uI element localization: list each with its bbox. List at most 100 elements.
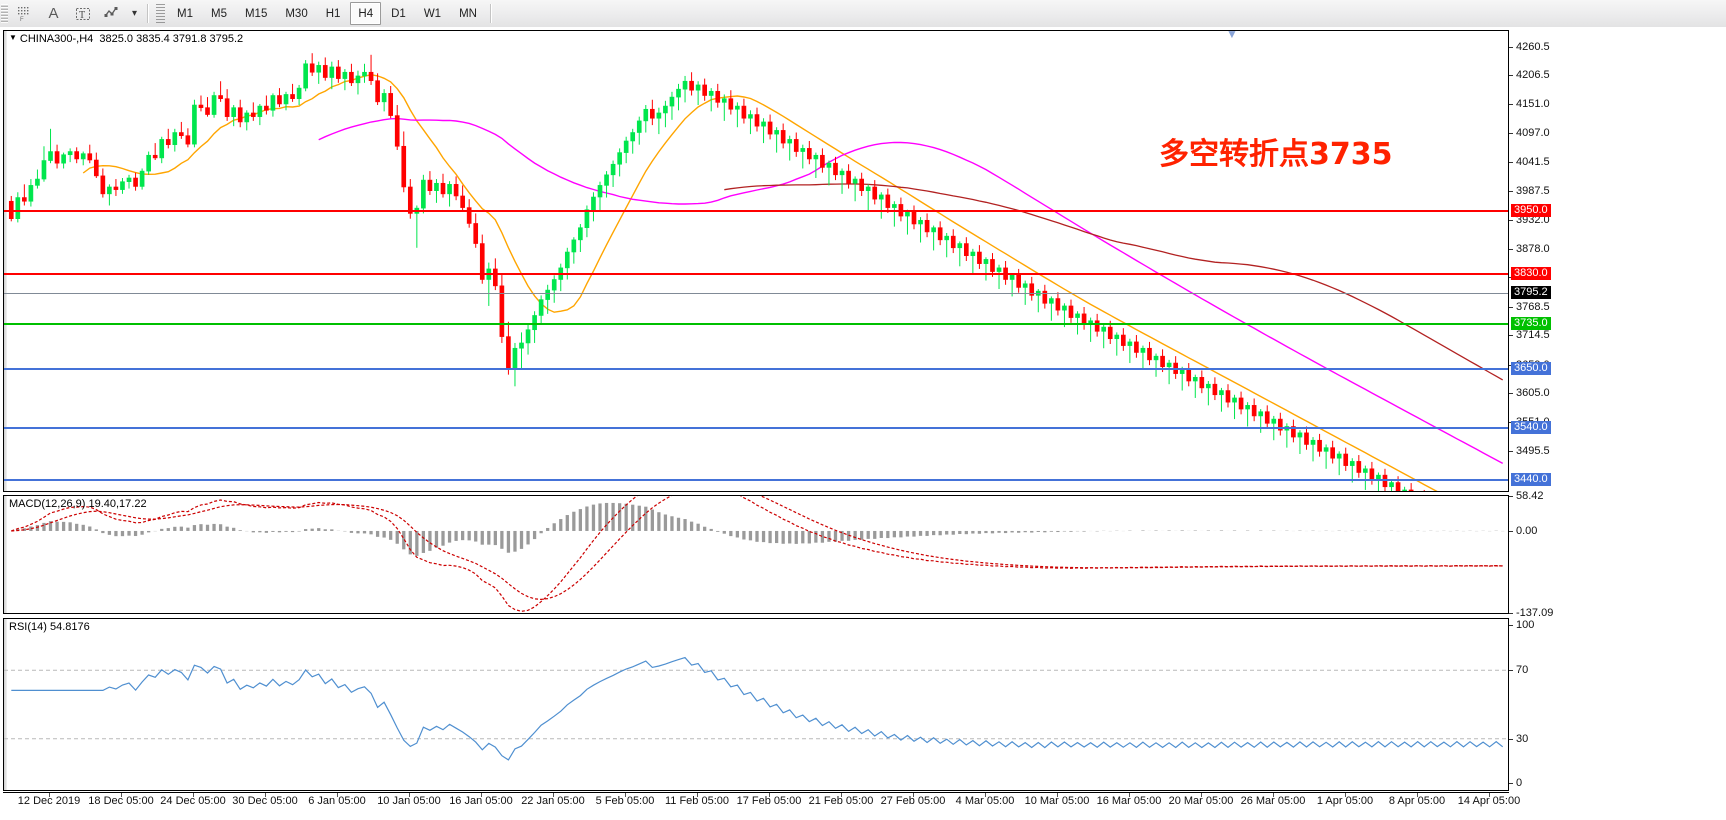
rsi-scale-axis[interactable]: 100 70 30 0	[1509, 618, 1726, 791]
candlestick	[1029, 276, 1035, 301]
time-tick-label: 17 Feb 05:00	[736, 795, 802, 807]
timeframe-button-h4[interactable]: H4	[350, 2, 382, 25]
timeframe-button-m5[interactable]: M5	[203, 2, 235, 25]
candlestick	[322, 57, 328, 81]
price-level-tag-3540-0[interactable]: 3540.0	[1511, 420, 1551, 434]
candlestick	[1173, 356, 1178, 379]
candlestick	[578, 223, 583, 253]
dropdown-arrow-icon[interactable]: ▾	[127, 1, 142, 26]
price-level-line-3830-0[interactable]	[4, 273, 1508, 276]
macd-scale-axis[interactable]: 58.42 0.00 -137.09	[1509, 490, 1726, 619]
timeframe-button-m1[interactable]: M1	[169, 2, 201, 25]
candlestick	[67, 148, 73, 163]
candlestick	[48, 128, 53, 164]
candlestick	[453, 176, 459, 201]
rsi-tick-label: 30	[1509, 733, 1528, 745]
time-tick-label: 10 Mar 05:00	[1024, 795, 1090, 807]
objects-list-icon[interactable]	[98, 1, 125, 26]
candlestick	[551, 275, 557, 303]
timeframe-button-h1[interactable]: H1	[318, 2, 349, 25]
toolbar-separator-right	[489, 4, 492, 23]
timeframe-button-w1[interactable]: W1	[416, 2, 449, 25]
price-level-line-3440-0[interactable]	[4, 479, 1508, 482]
price-level-line-3735-0[interactable]	[4, 323, 1508, 326]
text-box-icon[interactable]: T	[69, 1, 96, 26]
candlestick	[643, 105, 649, 133]
candlestick	[1349, 458, 1355, 483]
candlestick	[54, 144, 60, 169]
candlestick	[440, 173, 446, 198]
rsi-label: RSI(14) 54.8176	[9, 621, 90, 633]
candlestick	[1251, 398, 1257, 422]
candlestick	[865, 184, 871, 211]
price-level-tag-3830-0[interactable]: 3830.0	[1511, 267, 1551, 281]
timeframe-label: M1	[177, 7, 193, 20]
text-label-a-icon[interactable]: A	[40, 1, 67, 26]
collapse-arrow-icon[interactable]: ▼	[9, 33, 17, 42]
price-level-tag-3795-2[interactable]: 3795.2	[1511, 285, 1551, 299]
candlestick	[74, 147, 80, 164]
macd-main-line	[11, 496, 1503, 612]
candlestick	[421, 174, 426, 214]
candlestick	[1297, 430, 1303, 454]
top-scroll-marker-icon[interactable]: ▼	[1226, 27, 1238, 41]
candlestick	[878, 192, 884, 219]
time-scale-axis[interactable]: 12 Dec 2019 18 Dec 05:00 24 Dec 05:00 30 De…	[3, 792, 1520, 820]
candlestick	[937, 221, 943, 246]
time-tick-label: 24 Dec 05:00	[160, 795, 226, 807]
candlestick	[1245, 402, 1250, 427]
rsi-tick-label: 0	[1509, 777, 1522, 789]
price-level-line-3795-2[interactable]	[4, 292, 1508, 294]
svg-text:F: F	[20, 17, 24, 21]
candlestick	[407, 179, 413, 219]
price-level-line-3540-0[interactable]	[4, 426, 1508, 429]
timeframe-button-m30[interactable]: M30	[277, 2, 315, 25]
time-tick-label: 30 Dec 05:00	[232, 795, 298, 807]
price-level-tag-3650-0[interactable]: 3650.0	[1511, 362, 1551, 376]
price-level-tag-3950-0[interactable]: 3950.0	[1511, 203, 1551, 217]
price-level-line-3950-0[interactable]	[4, 209, 1508, 212]
price-level-tag-3735-0[interactable]: 3735.0	[1511, 317, 1551, 331]
timeframe-button-d1[interactable]: D1	[383, 2, 414, 25]
price-tick-label: 4206.5	[1509, 69, 1550, 81]
candlestick	[872, 180, 878, 205]
timeframe-label: W1	[423, 7, 442, 20]
candlestick	[1376, 472, 1381, 491]
macd-signal-line	[11, 496, 1503, 601]
candlestick	[218, 81, 223, 102]
price-tick-label: 3987.5	[1509, 185, 1550, 197]
rsi-plot-canvas[interactable]	[4, 619, 1508, 790]
price-scale-axis[interactable]: 4260.5 4206.5 4151.0 4097.0 4041.5 3987.5 3932…	[1509, 30, 1726, 492]
price-level-line-3650-0[interactable]	[4, 368, 1508, 371]
crosshair-f-icon[interactable]: F	[11, 1, 38, 26]
candlestick	[355, 70, 361, 95]
macd-indicator-pane[interactable]: MACD(12,26,9) 19.40,17.22	[3, 495, 1509, 614]
toolbar-grip-handle[interactable]	[1, 4, 8, 23]
timeframe-grip-handle[interactable]	[156, 3, 165, 24]
timeframe-button-mn[interactable]: MN	[451, 2, 485, 25]
candlestick	[1101, 324, 1107, 349]
candlestick	[833, 156, 838, 181]
candlestick	[1134, 335, 1139, 358]
candlestick	[911, 205, 917, 230]
dropdown-arrow-glyph: ▾	[131, 8, 138, 19]
price-chart-pane[interactable]: ▼ CHINA300-,H4 3825.0 3835.4 3791.8 3795.…	[3, 27, 1509, 492]
symbol-name: CHINA300-,H4	[19, 33, 94, 45]
timeframe-button-m15[interactable]: M15	[237, 2, 275, 25]
candlestick	[87, 144, 93, 164]
pane-left-gutter	[4, 31, 7, 491]
rsi-indicator-pane[interactable]: RSI(14) 54.8176	[3, 618, 1509, 791]
price-candlestick-svg	[8, 53, 1504, 491]
price-level-tag-3440-0[interactable]: 3440.0	[1511, 473, 1551, 487]
candlestick	[362, 63, 367, 83]
ma-slow-line	[724, 183, 1504, 381]
candlestick	[1356, 455, 1362, 478]
price-plot-canvas[interactable]	[4, 31, 1508, 491]
candlestick	[93, 152, 99, 178]
candlestick	[146, 151, 151, 175]
candlestick	[244, 110, 250, 131]
candlestick	[257, 103, 263, 126]
macd-plot-canvas[interactable]	[4, 496, 1508, 613]
candlestick	[820, 148, 825, 173]
candlestick	[179, 121, 184, 139]
